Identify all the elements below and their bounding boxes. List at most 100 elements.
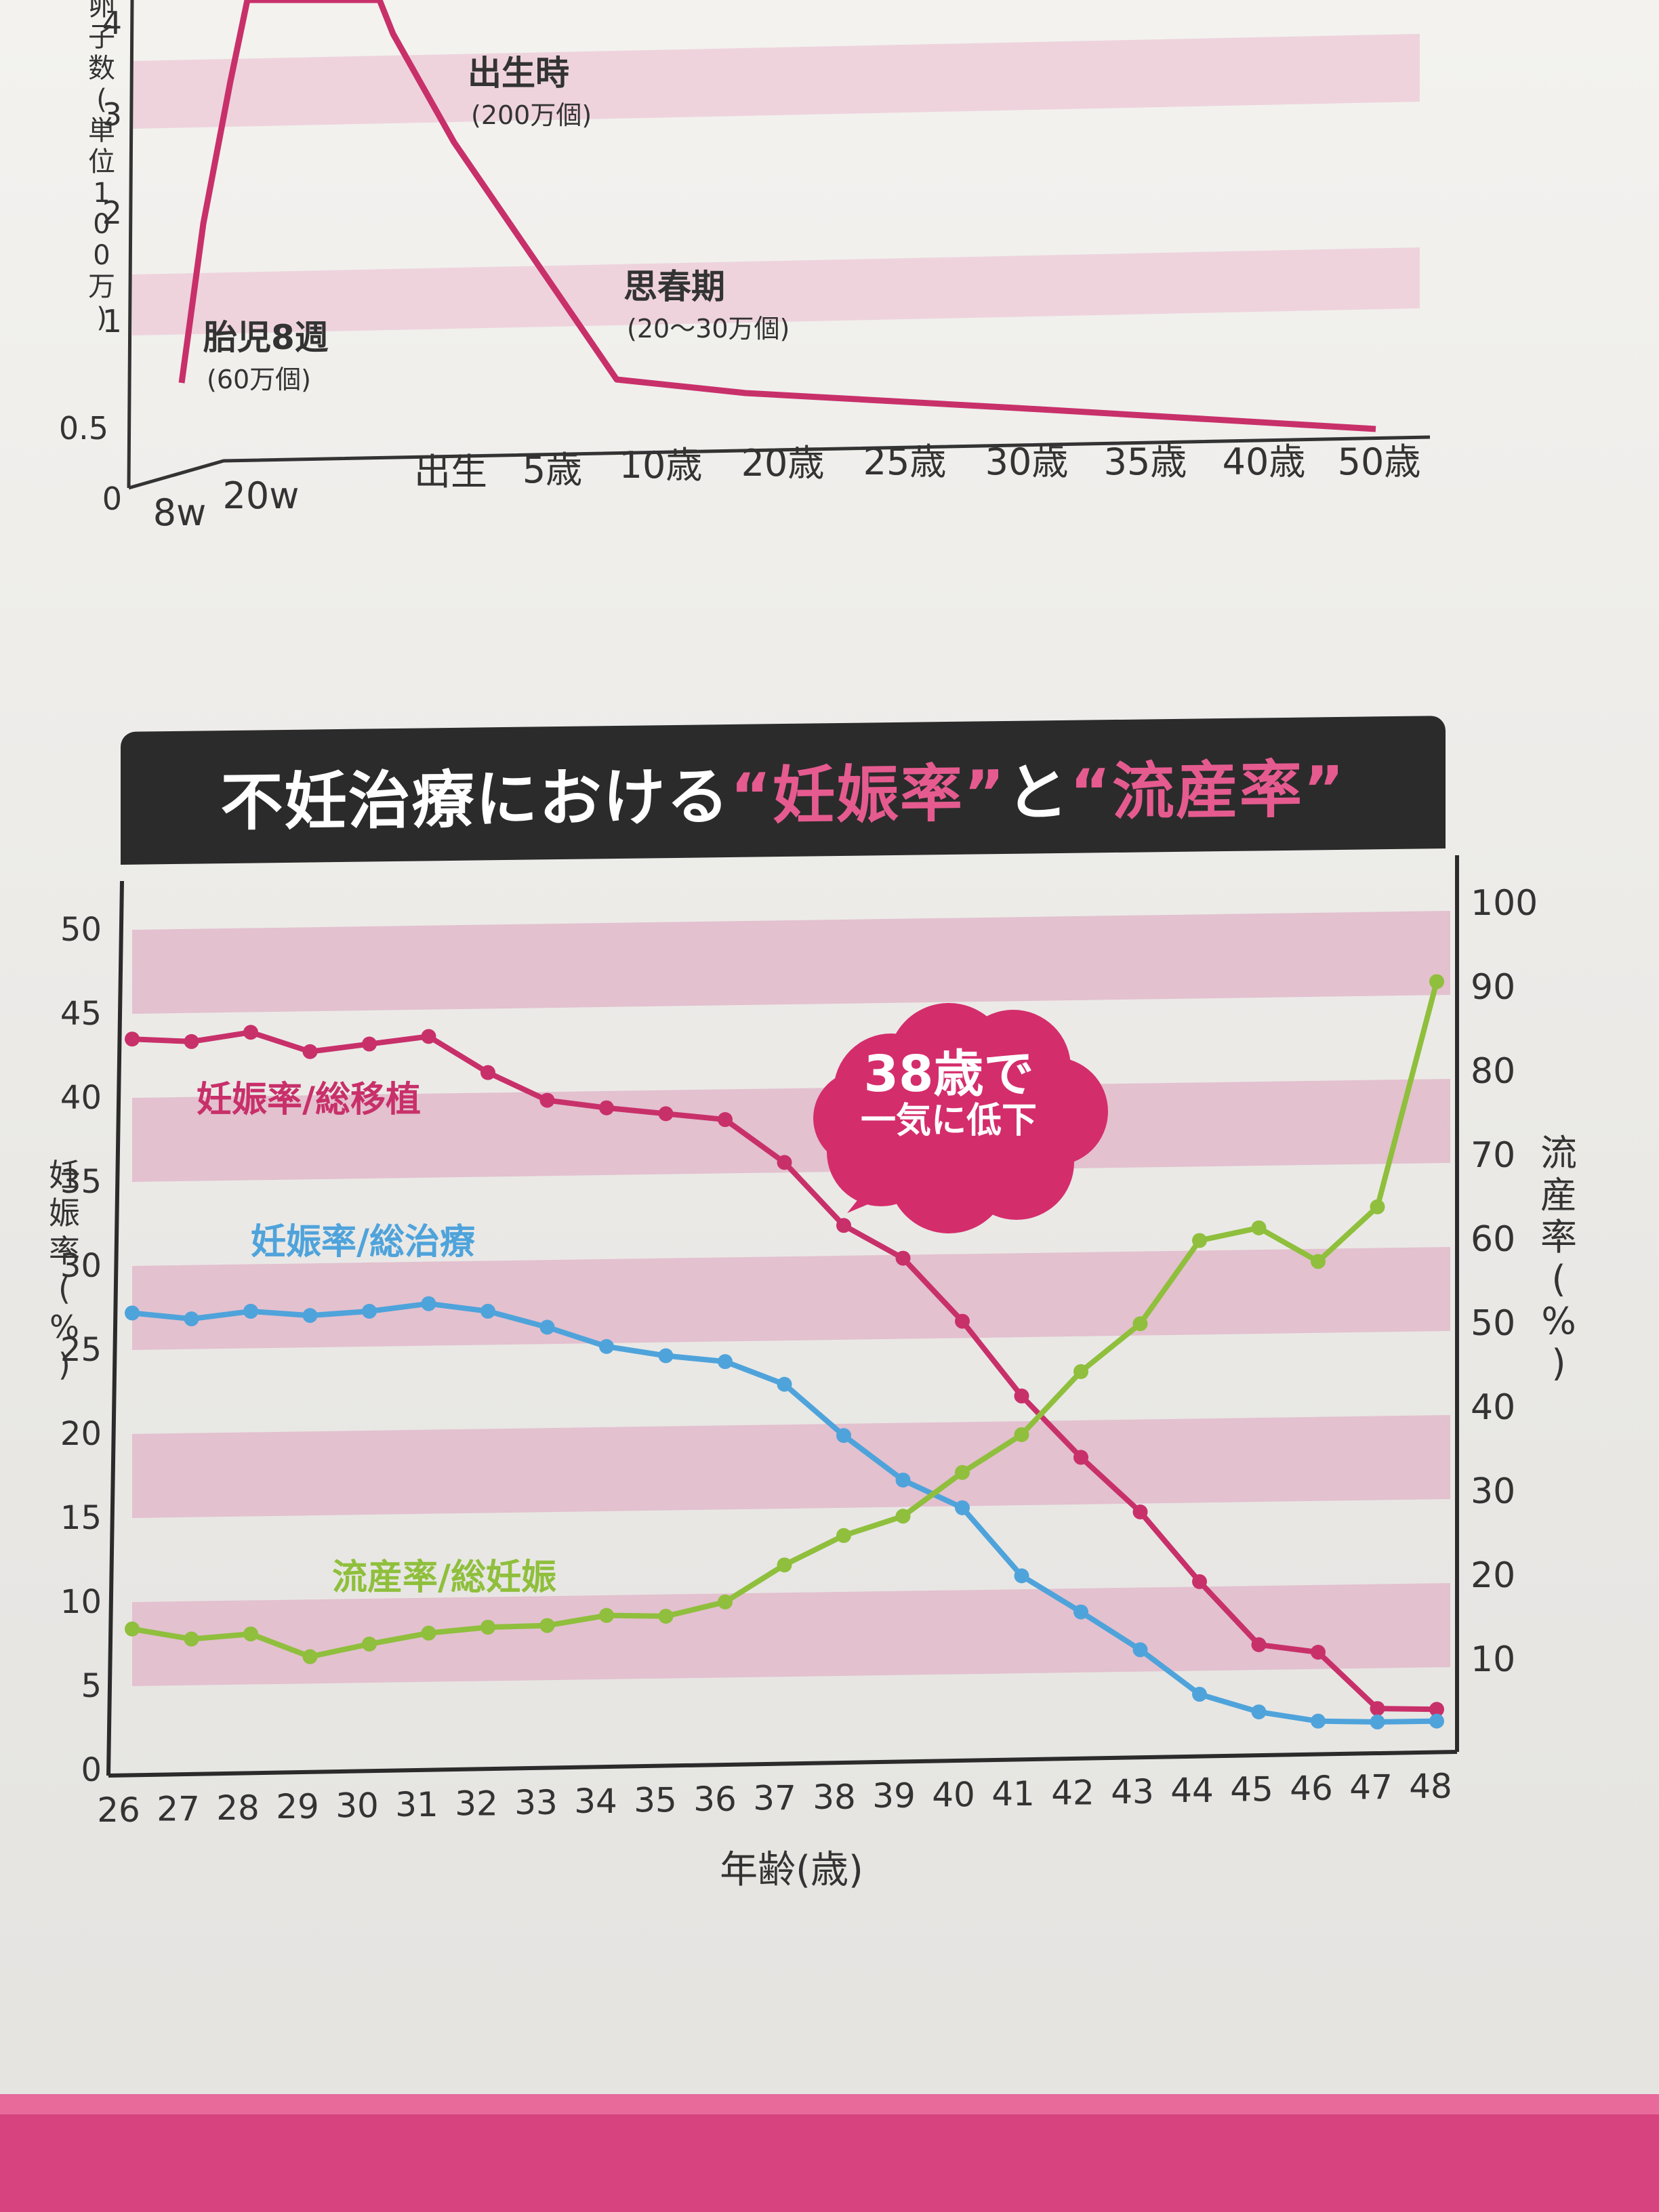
chart2-data-point	[836, 1428, 851, 1443]
chart1-y-label-char: (	[96, 84, 107, 115]
chart2-x-tick: 46	[1290, 1769, 1333, 1808]
chart2-x-tick: 48	[1409, 1767, 1452, 1806]
chart2-background-bands	[132, 911, 1450, 1686]
chart2-data-point	[1192, 1574, 1207, 1589]
chart2-x-tick: 39	[872, 1776, 916, 1816]
chart2-callout	[813, 1003, 1108, 1233]
chart2-left-tick: 25	[60, 1331, 102, 1369]
chart2-data-point	[1311, 1645, 1326, 1660]
chart1-y-label-char: 位	[88, 146, 115, 178]
chart2-right-tick: 50	[1471, 1303, 1515, 1344]
chart2-data-point	[1429, 1702, 1444, 1717]
chart2-data-point	[184, 1033, 199, 1049]
chart2-right-label-char: (	[1551, 1258, 1565, 1300]
chart2-x-tick: 26	[97, 1790, 140, 1830]
chart2-right-tick: 70	[1471, 1135, 1515, 1176]
chart2-data-point	[302, 1308, 318, 1324]
chart2-data-point	[1251, 1637, 1267, 1652]
chart2-data-point	[1370, 1701, 1385, 1717]
page-bottom-band-edge	[0, 2094, 1659, 2114]
chart2-data-point	[421, 1029, 436, 1044]
chart2-data-point	[718, 1594, 733, 1610]
chart2-right-tick: 100	[1471, 883, 1538, 924]
chart2-data-point	[1192, 1233, 1207, 1248]
chart2-data-point	[718, 1112, 733, 1128]
chart2-left-label-char: 娠	[49, 1195, 80, 1231]
chart2-data-point	[1073, 1450, 1088, 1465]
chart2-x-tick: 44	[1170, 1771, 1214, 1810]
chart2-right-tick: 80	[1471, 1051, 1515, 1092]
chart2-x-tick: 29	[276, 1787, 319, 1826]
chart2-left-label-char: 妊	[49, 1157, 80, 1193]
chart2-data-point	[480, 1620, 495, 1635]
chart2-left-tick: 30	[60, 1247, 102, 1285]
chart1-x-ticks: 8w 20w 出生 5歳 10歳 20歳 25歳 30歳 35歳 40歳 50歳	[153, 441, 1421, 534]
chart2-data-point	[1132, 1642, 1148, 1658]
chart2-band	[132, 911, 1450, 1014]
chart1-annotation-sub: (60万個)	[207, 365, 311, 394]
chart2-data-point	[125, 1305, 140, 1321]
chart1-annotations: 胎児8週 (60万個) 出生時 (200万個) 思春期 (20〜30万個)	[203, 54, 790, 394]
chart1-x-tick: 35歳	[1104, 441, 1187, 483]
chart2-band	[132, 1247, 1450, 1350]
chart1-x-tick: 40歳	[1223, 441, 1306, 483]
chart2-data-point	[895, 1472, 911, 1488]
chart1-series-line	[178, 0, 1376, 432]
chart2-left-label-char: %	[49, 1309, 79, 1345]
chart1-y-axis	[127, 0, 134, 489]
chart2-data-point	[777, 1155, 792, 1170]
chart2-right-tick: 90	[1471, 967, 1515, 1008]
chart2-left-tick: 15	[60, 1499, 102, 1537]
chart2-data-point	[243, 1303, 258, 1319]
chart2-data-point	[1429, 974, 1444, 989]
chart2-data-point	[539, 1618, 555, 1633]
chart2-data-point	[1073, 1604, 1088, 1620]
chart2-data-point	[125, 1621, 140, 1637]
chart1-annotation-sub: (200万個)	[471, 100, 592, 130]
chart2-data-point	[243, 1025, 258, 1040]
chart1-y-label-char: 単	[88, 115, 115, 146]
chart2-left-tick: 20	[60, 1415, 102, 1453]
chart2-left-tick: 50	[60, 911, 102, 949]
chart2-axes	[106, 855, 1459, 1778]
chart2-data-point	[362, 1636, 377, 1652]
chart2-data-point	[1251, 1704, 1267, 1720]
chart2-data-point	[125, 1031, 140, 1047]
chart2-left-label-char: )	[58, 1347, 70, 1383]
callout-line-1: 38歳で	[863, 1045, 1034, 1103]
chart2-data-point	[1429, 1713, 1444, 1729]
chart2-x-tick: 31	[395, 1785, 438, 1824]
chart2-data-point	[599, 1607, 614, 1623]
chart2-right-tick: 10	[1471, 1639, 1515, 1680]
chart2-data-point	[955, 1313, 970, 1329]
chart1-band	[132, 34, 1420, 129]
chart2-data-point	[777, 1557, 792, 1573]
chart2-data-point	[362, 1303, 377, 1319]
chart2-left-tick: 40	[60, 1079, 102, 1117]
chart1-x-tick: 10歳	[619, 444, 703, 487]
chart2-right-label-char: 流	[1540, 1132, 1577, 1174]
callout-bubble-part	[813, 1071, 908, 1166]
callout-line-2: 一気に低下	[860, 1101, 1037, 1142]
chart1-y-tick: 0	[102, 480, 122, 517]
chart2-band	[132, 1583, 1450, 1686]
chart1-x-tick: 20歳	[741, 442, 825, 485]
chart1-y-label-char: 卵	[88, 0, 115, 22]
chart2-data-point	[302, 1044, 318, 1059]
chart2-data-point	[1132, 1316, 1148, 1332]
chart2-left-tick: 45	[60, 995, 102, 1033]
chart2-x-tick: 47	[1349, 1767, 1393, 1807]
chart2-right-ticks: 10 20 30 40 50 60 70 80 90 100	[1471, 883, 1538, 1680]
chart2-data-point	[599, 1100, 614, 1115]
chart2-right-tick: 60	[1471, 1219, 1515, 1260]
chart2-data-point	[658, 1348, 674, 1364]
chart2-data-point	[480, 1303, 495, 1319]
chart2-x-tick: 38	[813, 1778, 856, 1817]
chart2-data-point	[421, 1296, 436, 1311]
chart2-series-label: 妊娠率/総治療	[251, 1222, 475, 1263]
chart1-x-tick: 8w	[153, 491, 207, 534]
chart2-data-point	[1311, 1254, 1326, 1269]
chart2-left-tick: 35	[60, 1163, 102, 1201]
